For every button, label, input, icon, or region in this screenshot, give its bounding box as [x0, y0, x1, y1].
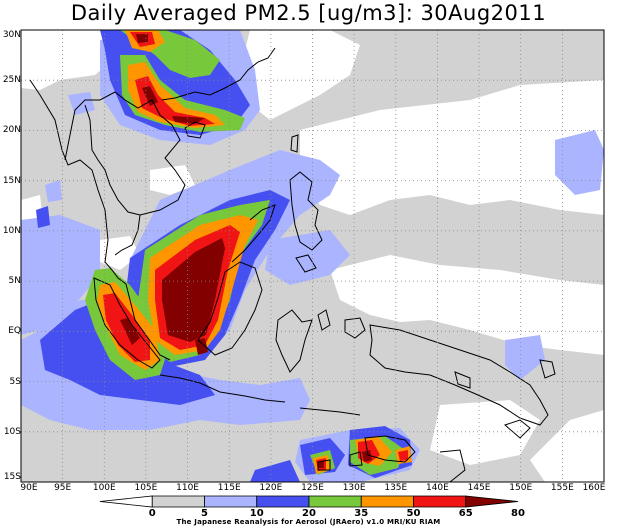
x-tick-label: 95E — [54, 483, 72, 493]
x-tick-label: 125E — [301, 483, 324, 493]
colorbar-swatch — [256, 495, 310, 508]
colorbar-swatch — [360, 495, 414, 508]
y-tick-label: 5S — [9, 376, 21, 387]
x-tick-label: 110E — [176, 483, 199, 493]
colorbar-level-label: 20 — [302, 508, 316, 519]
x-tick-label: 130E — [342, 483, 366, 493]
colorbar-swatch — [99, 495, 153, 508]
x-tick-label: 100E — [92, 483, 116, 493]
x-tick-label: 155E — [550, 483, 574, 493]
y-tick-label: 20N — [2, 125, 21, 136]
y-tick-label: 15N — [2, 175, 21, 186]
x-tick-label: 145E — [467, 483, 491, 493]
colorbar-level-label: 0 — [148, 508, 156, 519]
colorbar-level-label: 80 — [511, 508, 525, 519]
x-tick-label: 140E — [425, 483, 449, 493]
y-tick-label: EQ — [8, 326, 21, 337]
map-frame — [20, 29, 605, 483]
colorbar-swatch — [151, 495, 205, 508]
x-tick-label: 160E — [582, 483, 606, 493]
x-tick-label: 120E — [259, 483, 283, 493]
colorbar-level-label: 65 — [458, 508, 473, 519]
y-tick-label: 10S — [3, 426, 21, 437]
y-tick-label: 10N — [2, 225, 21, 236]
y-tick-label: 15S — [3, 472, 21, 482]
colorbar-level-label: 50 — [406, 508, 421, 519]
x-tick-label: 150E — [509, 483, 533, 493]
x-tick-label: 105E — [134, 483, 158, 493]
colorbar-swatch — [413, 495, 467, 508]
credit-text: The Japanese Reanalysis for Aerosol (JRA… — [176, 518, 441, 526]
y-tick-label: 30N — [2, 30, 21, 40]
graticule — [21, 30, 604, 482]
pm25-level-0-5 — [21, 30, 604, 482]
colorbar — [99, 495, 519, 508]
x-tick-label: 135E — [384, 483, 408, 493]
y-tick-label: 5N — [8, 276, 21, 287]
colorbar-swatch — [204, 495, 258, 508]
colorbar-level-label: 5 — [201, 508, 208, 519]
colorbar-level-label: 10 — [249, 508, 264, 519]
map-title: Daily Averaged PM2.5 [ug/m3]: 30Aug2011 — [70, 1, 547, 25]
pm25-field — [21, 30, 604, 482]
colorbar-swatch — [465, 495, 519, 508]
colorbar-level-label: 35 — [354, 508, 369, 519]
x-tick-label: 115E — [217, 483, 241, 493]
colorbar-swatch — [308, 495, 362, 508]
y-tick-label: 25N — [2, 75, 21, 86]
coastlines — [29, 47, 556, 482]
x-tick-label: 90E — [20, 483, 38, 493]
